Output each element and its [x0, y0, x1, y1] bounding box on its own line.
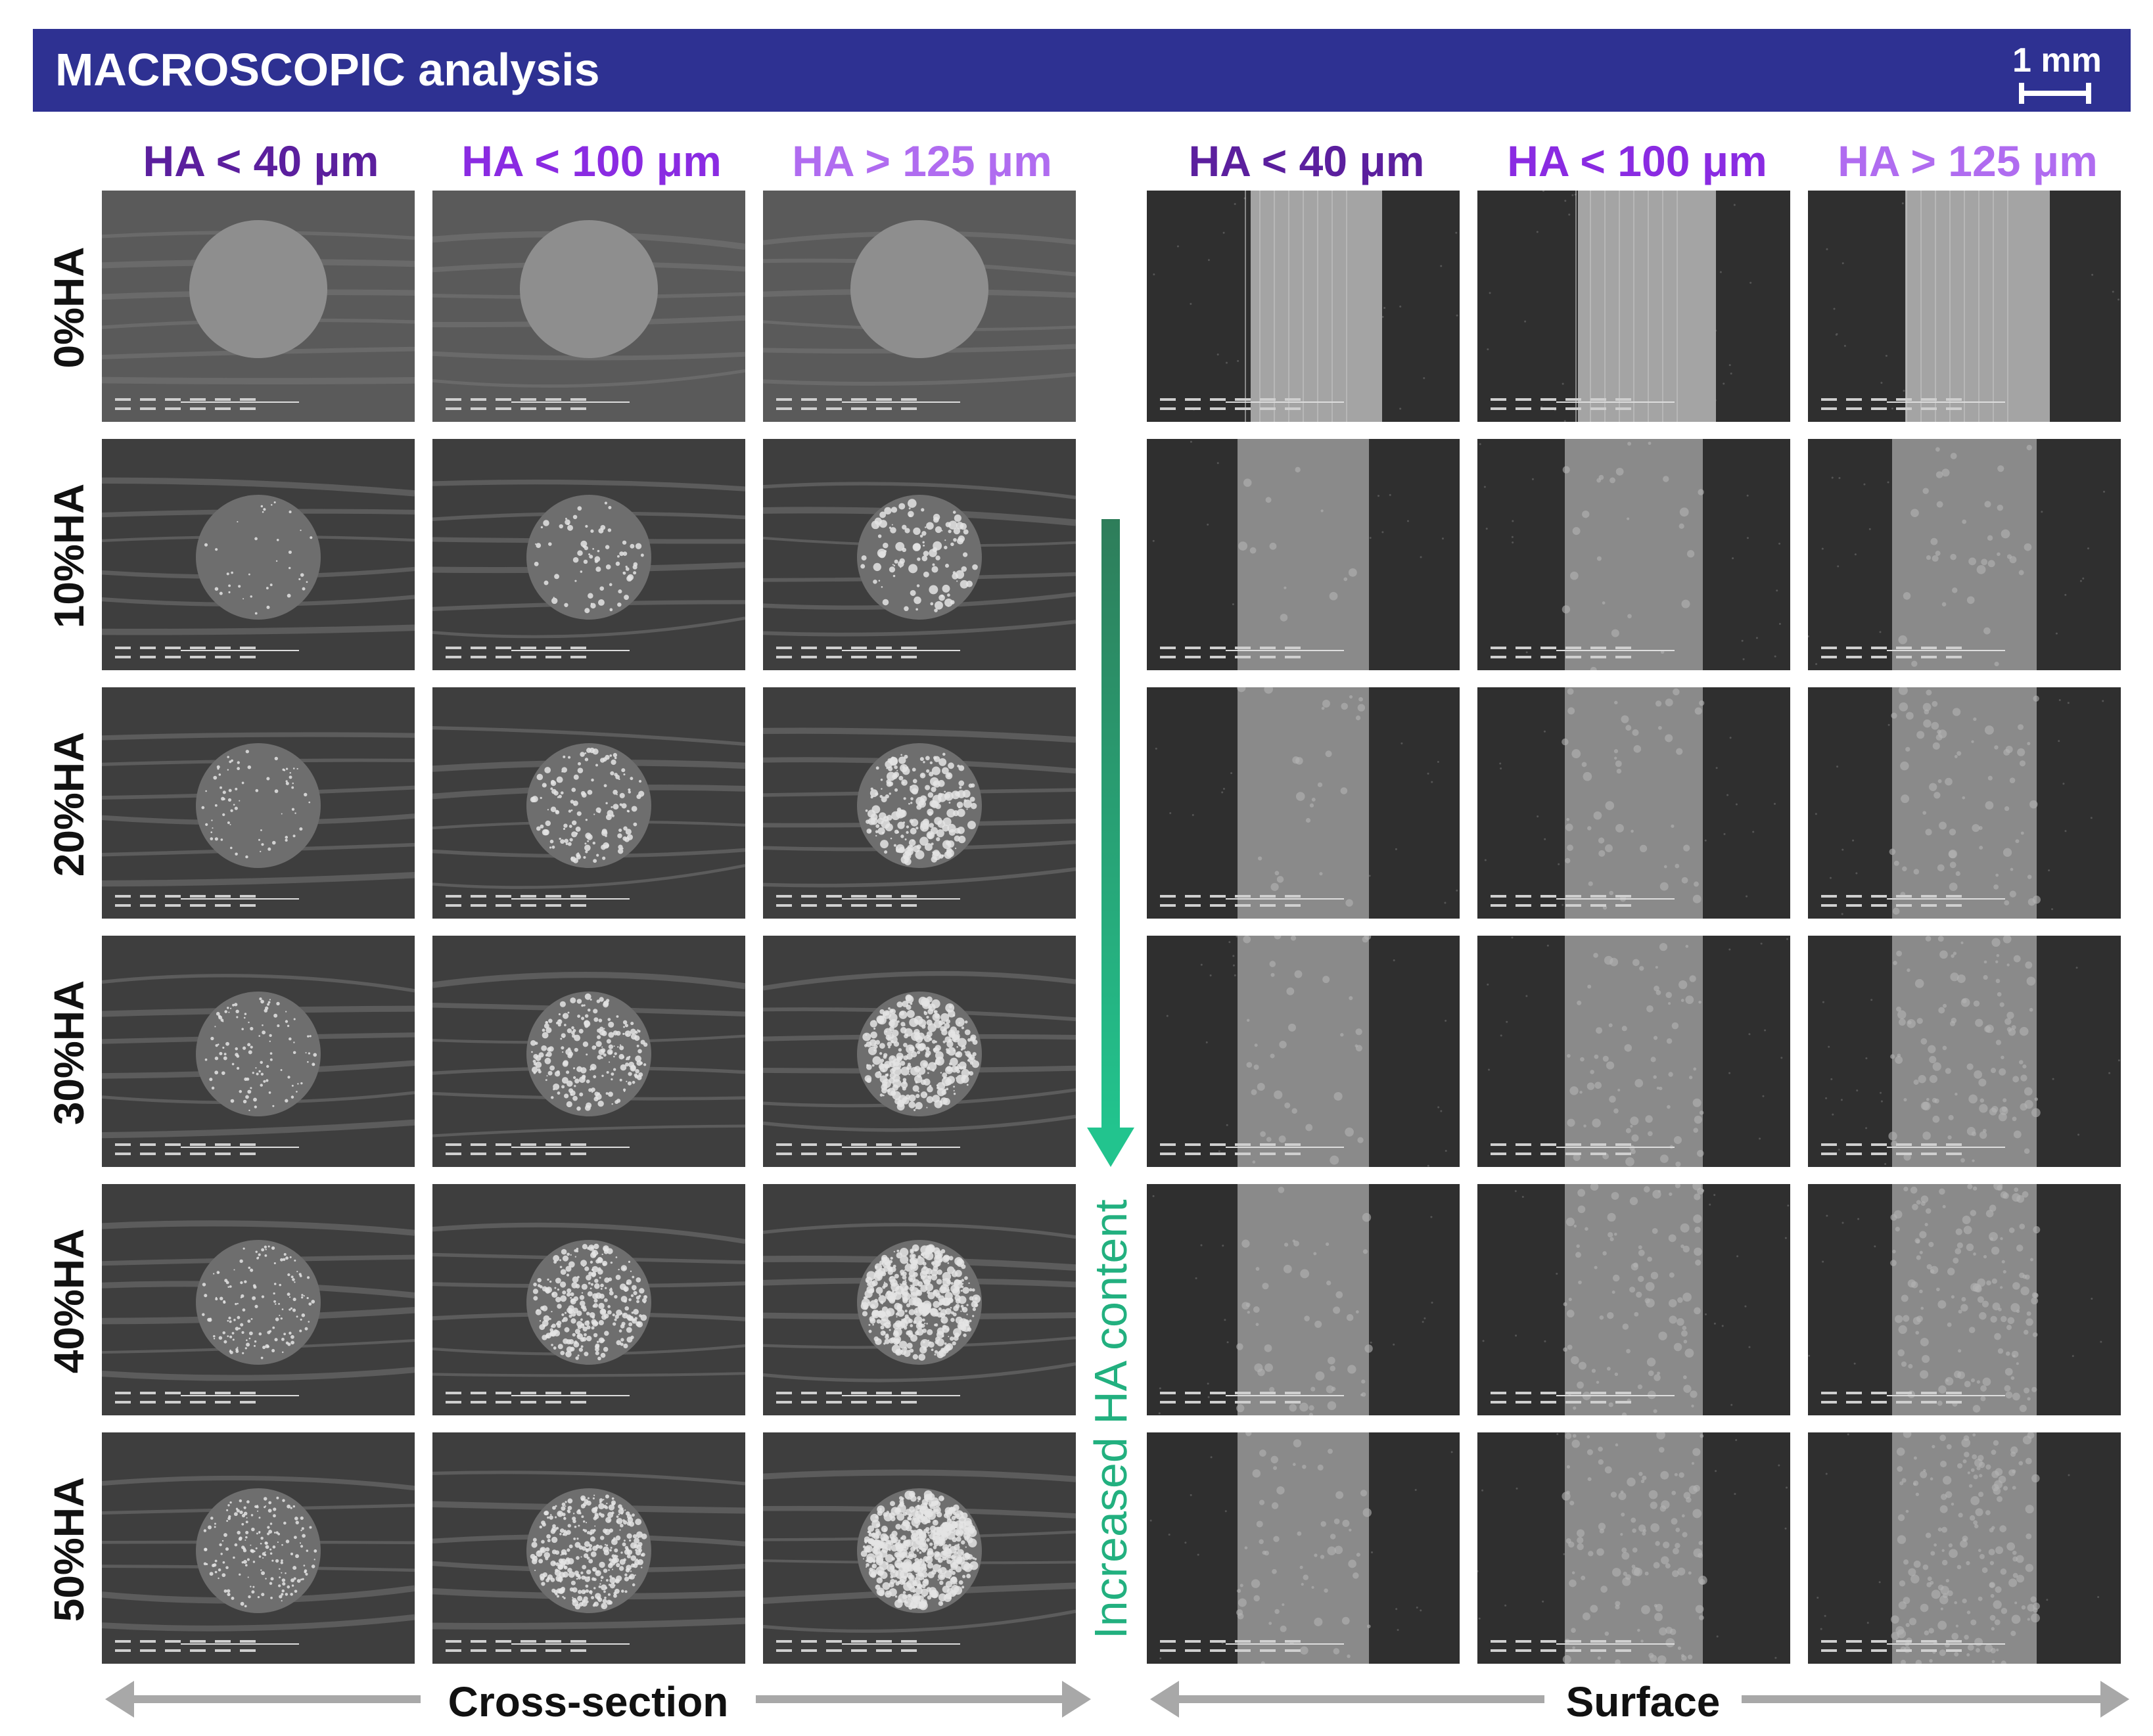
- surface-arrow-left: [1150, 1681, 1544, 1718]
- sem-image: [432, 687, 745, 919]
- sem-image: [1147, 191, 1460, 422]
- sem-image: [1147, 936, 1460, 1167]
- scale-bar: 1 mm: [2012, 41, 2102, 106]
- col-header-cross-40: HA < 40 μm: [143, 137, 379, 185]
- sem-image: [1477, 936, 1790, 1167]
- sem-image: [1808, 191, 2121, 422]
- sem-image: [432, 1184, 745, 1415]
- page-title: MACROSCOPIC analysis: [55, 44, 600, 95]
- sem-image: [763, 1432, 1076, 1664]
- sem-image: [102, 1184, 415, 1415]
- sem-image: [102, 439, 415, 670]
- sem-image: [1477, 687, 1790, 919]
- row-label-0: 0%HA: [45, 246, 93, 368]
- sem-image: [432, 191, 745, 422]
- increase-arrow-label: Increased HA content: [1085, 1199, 1136, 1639]
- sem-image: [1477, 191, 1790, 422]
- scale-bar-label: 1 mm: [2012, 41, 2102, 80]
- surface-arrow-right: [1742, 1681, 2129, 1718]
- sem-image: [102, 1432, 415, 1664]
- increase-arrow-head-icon: [1087, 1128, 1134, 1167]
- increase-arrow-shaft: [1101, 519, 1120, 1130]
- sem-image: [102, 687, 415, 919]
- sem-image: [1477, 1432, 1790, 1664]
- sem-image: [432, 439, 745, 670]
- title-banner: MACROSCOPIC analysis 1 mm: [33, 29, 2131, 112]
- sem-image: [1147, 1184, 1460, 1415]
- col-header-surface-125: HA > 125 μm: [1838, 137, 2098, 185]
- sem-image: [1808, 1432, 2121, 1664]
- sem-image: [763, 1184, 1076, 1415]
- cross-section-arrow-left: [105, 1681, 421, 1718]
- cross-section-arrow-right: [756, 1681, 1091, 1718]
- sem-image: [432, 1432, 745, 1664]
- sem-image: [763, 936, 1076, 1167]
- sem-image: [1808, 687, 2121, 919]
- sem-image: [1808, 1184, 2121, 1415]
- row-label-10: 10%HA: [45, 483, 93, 628]
- col-header-cross-100: HA < 100 μm: [461, 137, 722, 185]
- cross-section-label: Cross-section: [421, 1679, 756, 1725]
- sem-image: [432, 936, 745, 1167]
- col-header-surface-40: HA < 40 μm: [1188, 137, 1425, 185]
- sem-image: [763, 687, 1076, 919]
- sem-image: [1477, 439, 1790, 670]
- surface-label: Surface: [1544, 1679, 1742, 1725]
- row-label-30: 30%HA: [45, 980, 93, 1125]
- row-label-40: 40%HA: [45, 1228, 93, 1373]
- row-label-50: 50%HA: [45, 1476, 93, 1622]
- row-label-20: 20%HA: [45, 731, 93, 877]
- sem-image: [763, 439, 1076, 670]
- sem-image: [102, 191, 415, 422]
- sem-image: [102, 936, 415, 1167]
- sem-image: [763, 191, 1076, 422]
- sem-image: [1147, 1432, 1460, 1664]
- sem-image: [1808, 936, 2121, 1167]
- sem-image: [1477, 1184, 1790, 1415]
- sem-image: [1147, 687, 1460, 919]
- col-header-surface-100: HA < 100 μm: [1507, 137, 1767, 185]
- scale-bar-line: [2019, 83, 2091, 104]
- sem-image: [1147, 439, 1460, 670]
- sem-image: [1808, 439, 2121, 670]
- col-header-cross-125: HA > 125 μm: [792, 137, 1052, 185]
